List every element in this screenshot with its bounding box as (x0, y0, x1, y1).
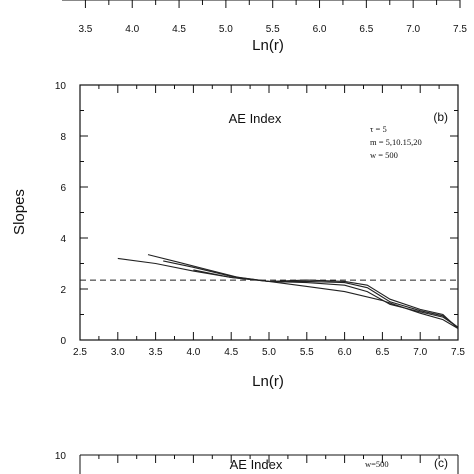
panel-b-y-tick-label: 10 (55, 81, 67, 92)
panel-a-x-tick-label: 6.5 (359, 24, 373, 35)
panel-a-x-tick-label: 7.5 (453, 24, 467, 35)
panel-a-x-tick-label: 4.0 (125, 24, 139, 35)
panel-a-x-tick-label: 3.5 (78, 24, 92, 35)
panel-b-title: AE Index (229, 111, 282, 126)
panel-b-x-tick-label: 3.0 (111, 347, 125, 358)
panel-c-y-tick-label: 10 (55, 451, 67, 462)
panel-a-x-tick-label: 5.0 (219, 24, 233, 35)
panel-c-ticks (79, 454, 459, 463)
panel-a-x-ticks: 3.5 4.0 4.5 5.0 5.5 6.0 6.5 7.0 7.5 (78, 0, 467, 35)
panel-a-x-tick-label: 4.5 (172, 24, 186, 35)
panel-a-x-tick-label: 6.0 (313, 24, 327, 35)
panel-b-x-tick-label: 3.5 (149, 347, 163, 358)
panel-b-param-w: w = 500 (370, 150, 398, 160)
panel-b-ticks: 2.5 3.0 3.5 4.0 4.5 5.0 5.5 6.0 6.5 7.0 7.5 0 2 4 6 8 10 (55, 81, 466, 358)
panel-b-x-tick-label: 2.5 (73, 347, 87, 358)
panel-a-x-tick-label: 7.0 (406, 24, 420, 35)
panel-b: 2.5 3.0 3.5 4.0 4.5 5.0 5.5 6.0 6.5 7.0 7.5 0 2 4 6 8 10… (11, 81, 465, 390)
panel-b-y-tick-label: 8 (60, 132, 66, 143)
panel-c-param-w: w=500 (365, 459, 389, 469)
panel-b-series-line (117, 257, 459, 329)
panel-c-letter: (c) (434, 456, 448, 470)
panel-b-series-line (163, 260, 459, 328)
panel-b-y-tick-label: 2 (60, 285, 66, 296)
panel-b-x-tick-label: 7.0 (413, 347, 427, 358)
panel-b-x-tick-label: 6.5 (375, 347, 389, 358)
panel-b-x-tick-label: 4.0 (186, 347, 200, 358)
panel-b-x-tick-label: 4.5 (224, 347, 238, 358)
panel-b-x-axis-title: Ln(r) (252, 373, 284, 390)
panel-b-param-m: m = 5,10.15,20 (370, 137, 422, 147)
panel-c-title: AE Index (230, 457, 283, 472)
panel-a-x-axis-title: Ln(r) (252, 37, 284, 54)
panel-b-x-tick-label: 5.5 (300, 347, 314, 358)
panel-b-x-tick-label: 6.0 (338, 347, 352, 358)
panel-c: 10 AE Index w=500 (c) (55, 451, 459, 474)
panel-b-x-tick-label: 7.5 (451, 347, 465, 358)
panel-b-series (117, 254, 459, 329)
panel-b-series-line (147, 254, 459, 328)
panel-b-y-tick-label: 4 (60, 234, 66, 245)
panel-b-x-tick-label: 5.0 (262, 347, 276, 358)
panel-b-y-axis-title: Slopes (11, 189, 28, 235)
panel-b-param-tau: τ = 5 (370, 124, 387, 134)
panel-a: 3.5 4.0 4.5 5.0 5.5 6.0 6.5 7.0 7.5 Ln(r) (62, 0, 467, 54)
panel-b-series-line (193, 269, 459, 329)
panel-b-y-tick-label: 6 (60, 183, 66, 194)
panel-b-letter: (b) (433, 110, 448, 124)
panel-b-y-tick-label: 0 (60, 336, 66, 347)
panel-a-x-tick-label: 5.5 (266, 24, 280, 35)
